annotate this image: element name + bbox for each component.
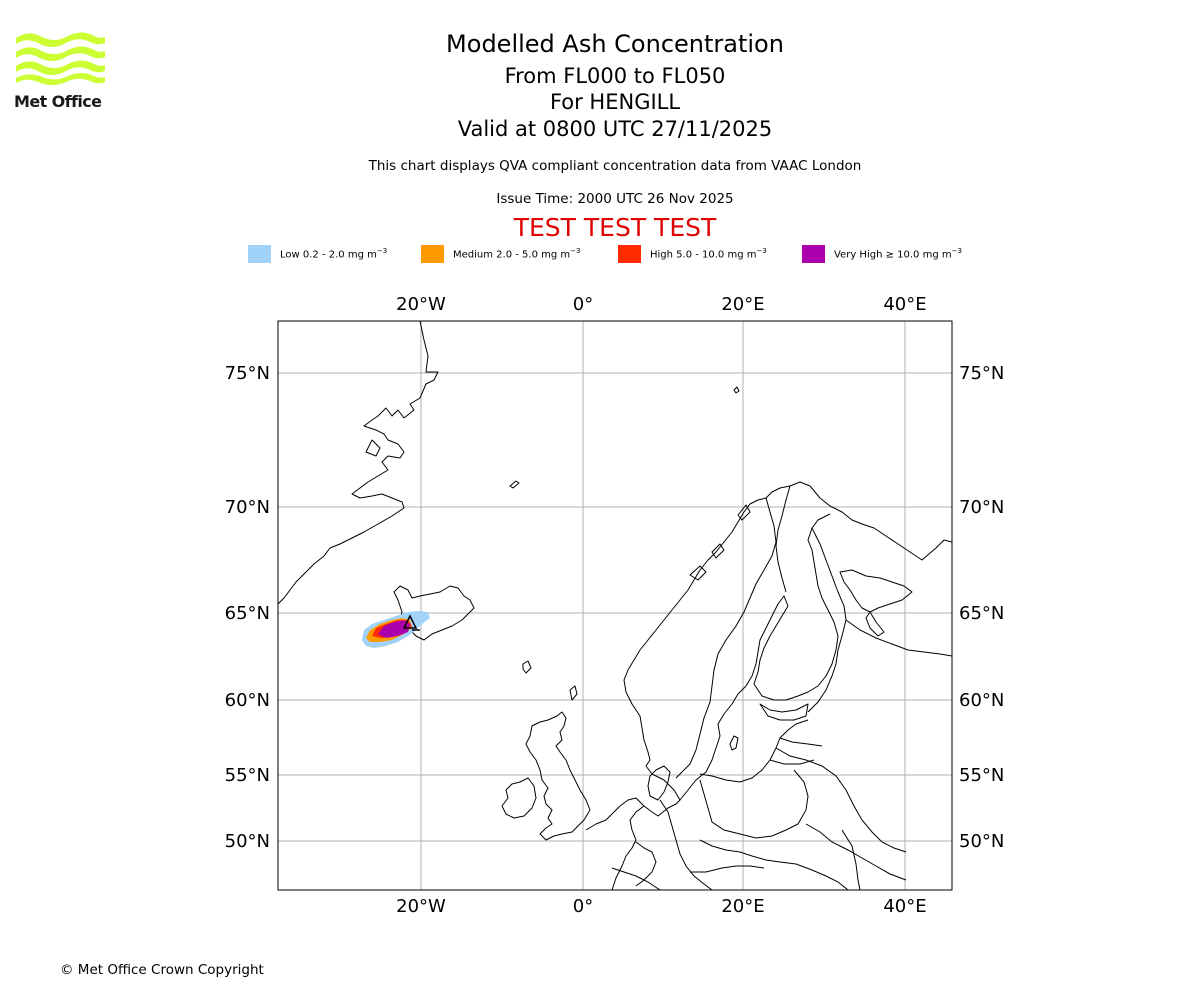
country-borders: [611, 485, 952, 890]
lat-tick-right-75n: 75°N: [959, 363, 1004, 384]
flight-level-range: From FL000 to FL050: [504, 64, 726, 88]
legend-label-very-high: Very High ≥ 10.0 mg m−3: [834, 247, 962, 261]
coastline-gulf-of-finland: [759, 703, 809, 721]
met-office-logo-text: Met Office: [14, 92, 102, 111]
lat-tick-left-75n: 75°N: [225, 363, 270, 384]
lon-tick-top-20e: 20°E: [721, 294, 764, 315]
coastline-bear-island: [733, 386, 740, 394]
border-baltic-states: [769, 737, 823, 765]
border-finland-russia: [807, 527, 847, 713]
lon-tick-top-20w: 20°W: [396, 294, 446, 315]
coastline-continental-europe: [611, 805, 645, 890]
ash-plume: [362, 611, 430, 648]
coastline-white-sea: [839, 569, 913, 613]
legend-label-medium: Medium 2.0 - 5.0 mg m−3: [453, 247, 581, 261]
lat-tick-left-60n: 60°N: [225, 690, 270, 711]
lon-tick-top-40e: 40°E: [883, 294, 926, 315]
met-office-logo: Met Office: [14, 30, 108, 112]
coastline-great-britain: [525, 711, 591, 841]
coastline-shetland: [569, 685, 578, 701]
chart-description: This chart displays QVA compliant concen…: [368, 158, 862, 174]
coastline-lofoten: [689, 504, 751, 581]
lon-tick-bottom-0: 0°: [573, 896, 593, 917]
legend-swatch-low: [248, 245, 271, 263]
border-austria: [690, 865, 765, 873]
coastline-iceland: [393, 585, 475, 641]
border-norway-sweden: [675, 497, 777, 779]
border-ukraine: [805, 823, 907, 890]
lon-tick-bottom-20e: 20°E: [721, 896, 764, 917]
border-benelux: [635, 841, 657, 887]
coastline-baltic-south: [699, 719, 809, 783]
legend: Low 0.2 - 2.0 mg m−3 Medium 2.0 - 5.0 mg…: [0, 244, 1200, 264]
coastline-faroe: [522, 660, 532, 674]
border-russia-east: [845, 619, 952, 657]
test-banner: TEST TEST TEST: [513, 213, 717, 242]
coastline-gotland: [729, 735, 739, 751]
volcano-name: For HENGILL: [549, 90, 681, 114]
lat-tick-left-55n: 55°N: [225, 765, 270, 786]
coastline-baltic: [679, 513, 839, 801]
lat-tick-right-55n: 55°N: [959, 765, 1004, 786]
coastline-greenland: [278, 321, 439, 605]
copyright-notice: © Met Office Crown Copyright: [60, 962, 264, 978]
lat-tick-left-50n: 50°N: [225, 831, 270, 852]
coastlines: [278, 321, 952, 890]
border-sweden-finland: [775, 485, 791, 593]
issue-time: Issue Time: 2000 UTC 26 Nov 2025: [496, 191, 734, 207]
volcano-source-marker: [402, 614, 420, 631]
met-office-wave-icon: [16, 32, 105, 85]
lat-tick-left-70n: 70°N: [225, 497, 270, 518]
border-poland: [699, 769, 809, 839]
lat-tick-right-70n: 70°N: [959, 497, 1004, 518]
map-gridlines: [278, 321, 952, 890]
lat-tick-right-65n: 65°N: [959, 603, 1004, 624]
lon-tick-top-0: 0°: [573, 294, 593, 315]
coastline-greenland-fjord: [365, 439, 381, 457]
border-belarus: [775, 747, 907, 853]
lon-tick-bottom-20w: 20°W: [396, 896, 446, 917]
coastline-white-sea-inner: [865, 611, 885, 637]
lat-tick-right-60n: 60°N: [959, 690, 1004, 711]
lat-tick-left-65n: 65°N: [225, 603, 270, 624]
lon-tick-bottom-40e: 40°E: [883, 896, 926, 917]
border-czech: [699, 839, 753, 857]
legend-item-low: Low 0.2 - 2.0 mg m−3: [248, 244, 387, 264]
coastline-jan-mayen: [509, 480, 520, 489]
coastline-denmark: [647, 765, 671, 801]
ash-plume-very-high: [378, 620, 410, 638]
legend-label-high: High 5.0 - 10.0 mg m−3: [650, 247, 767, 261]
legend-swatch-medium: [421, 245, 444, 263]
map-tick-labels: 20°W 0° 20°E 40°E 20°W 0° 20°E 40°E 75°N…: [225, 294, 1005, 917]
border-slovakia-hungary: [751, 855, 849, 890]
border-germany: [659, 799, 713, 890]
valid-time: Valid at 0800 UTC 27/11/2025: [457, 117, 773, 141]
source-triangle-icon: [402, 614, 418, 629]
legend-item-medium: Medium 2.0 - 5.0 mg m−3: [421, 244, 580, 264]
legend-item-very-high: Very High ≥ 10.0 mg m−3: [802, 244, 962, 264]
legend-label-low: Low 0.2 - 2.0 mg m−3: [280, 247, 388, 261]
legend-item-high: High 5.0 - 10.0 mg m−3: [618, 244, 767, 264]
lat-tick-right-50n: 50°N: [959, 831, 1004, 852]
map-frame: [277, 320, 953, 891]
coastline-scandinavia: [585, 481, 952, 831]
legend-swatch-very-high: [802, 245, 825, 263]
coastline-ireland: [501, 777, 537, 819]
chart-title: Modelled Ash Concentration: [446, 30, 784, 58]
legend-swatch-high: [618, 245, 641, 263]
border-france: [611, 867, 661, 890]
